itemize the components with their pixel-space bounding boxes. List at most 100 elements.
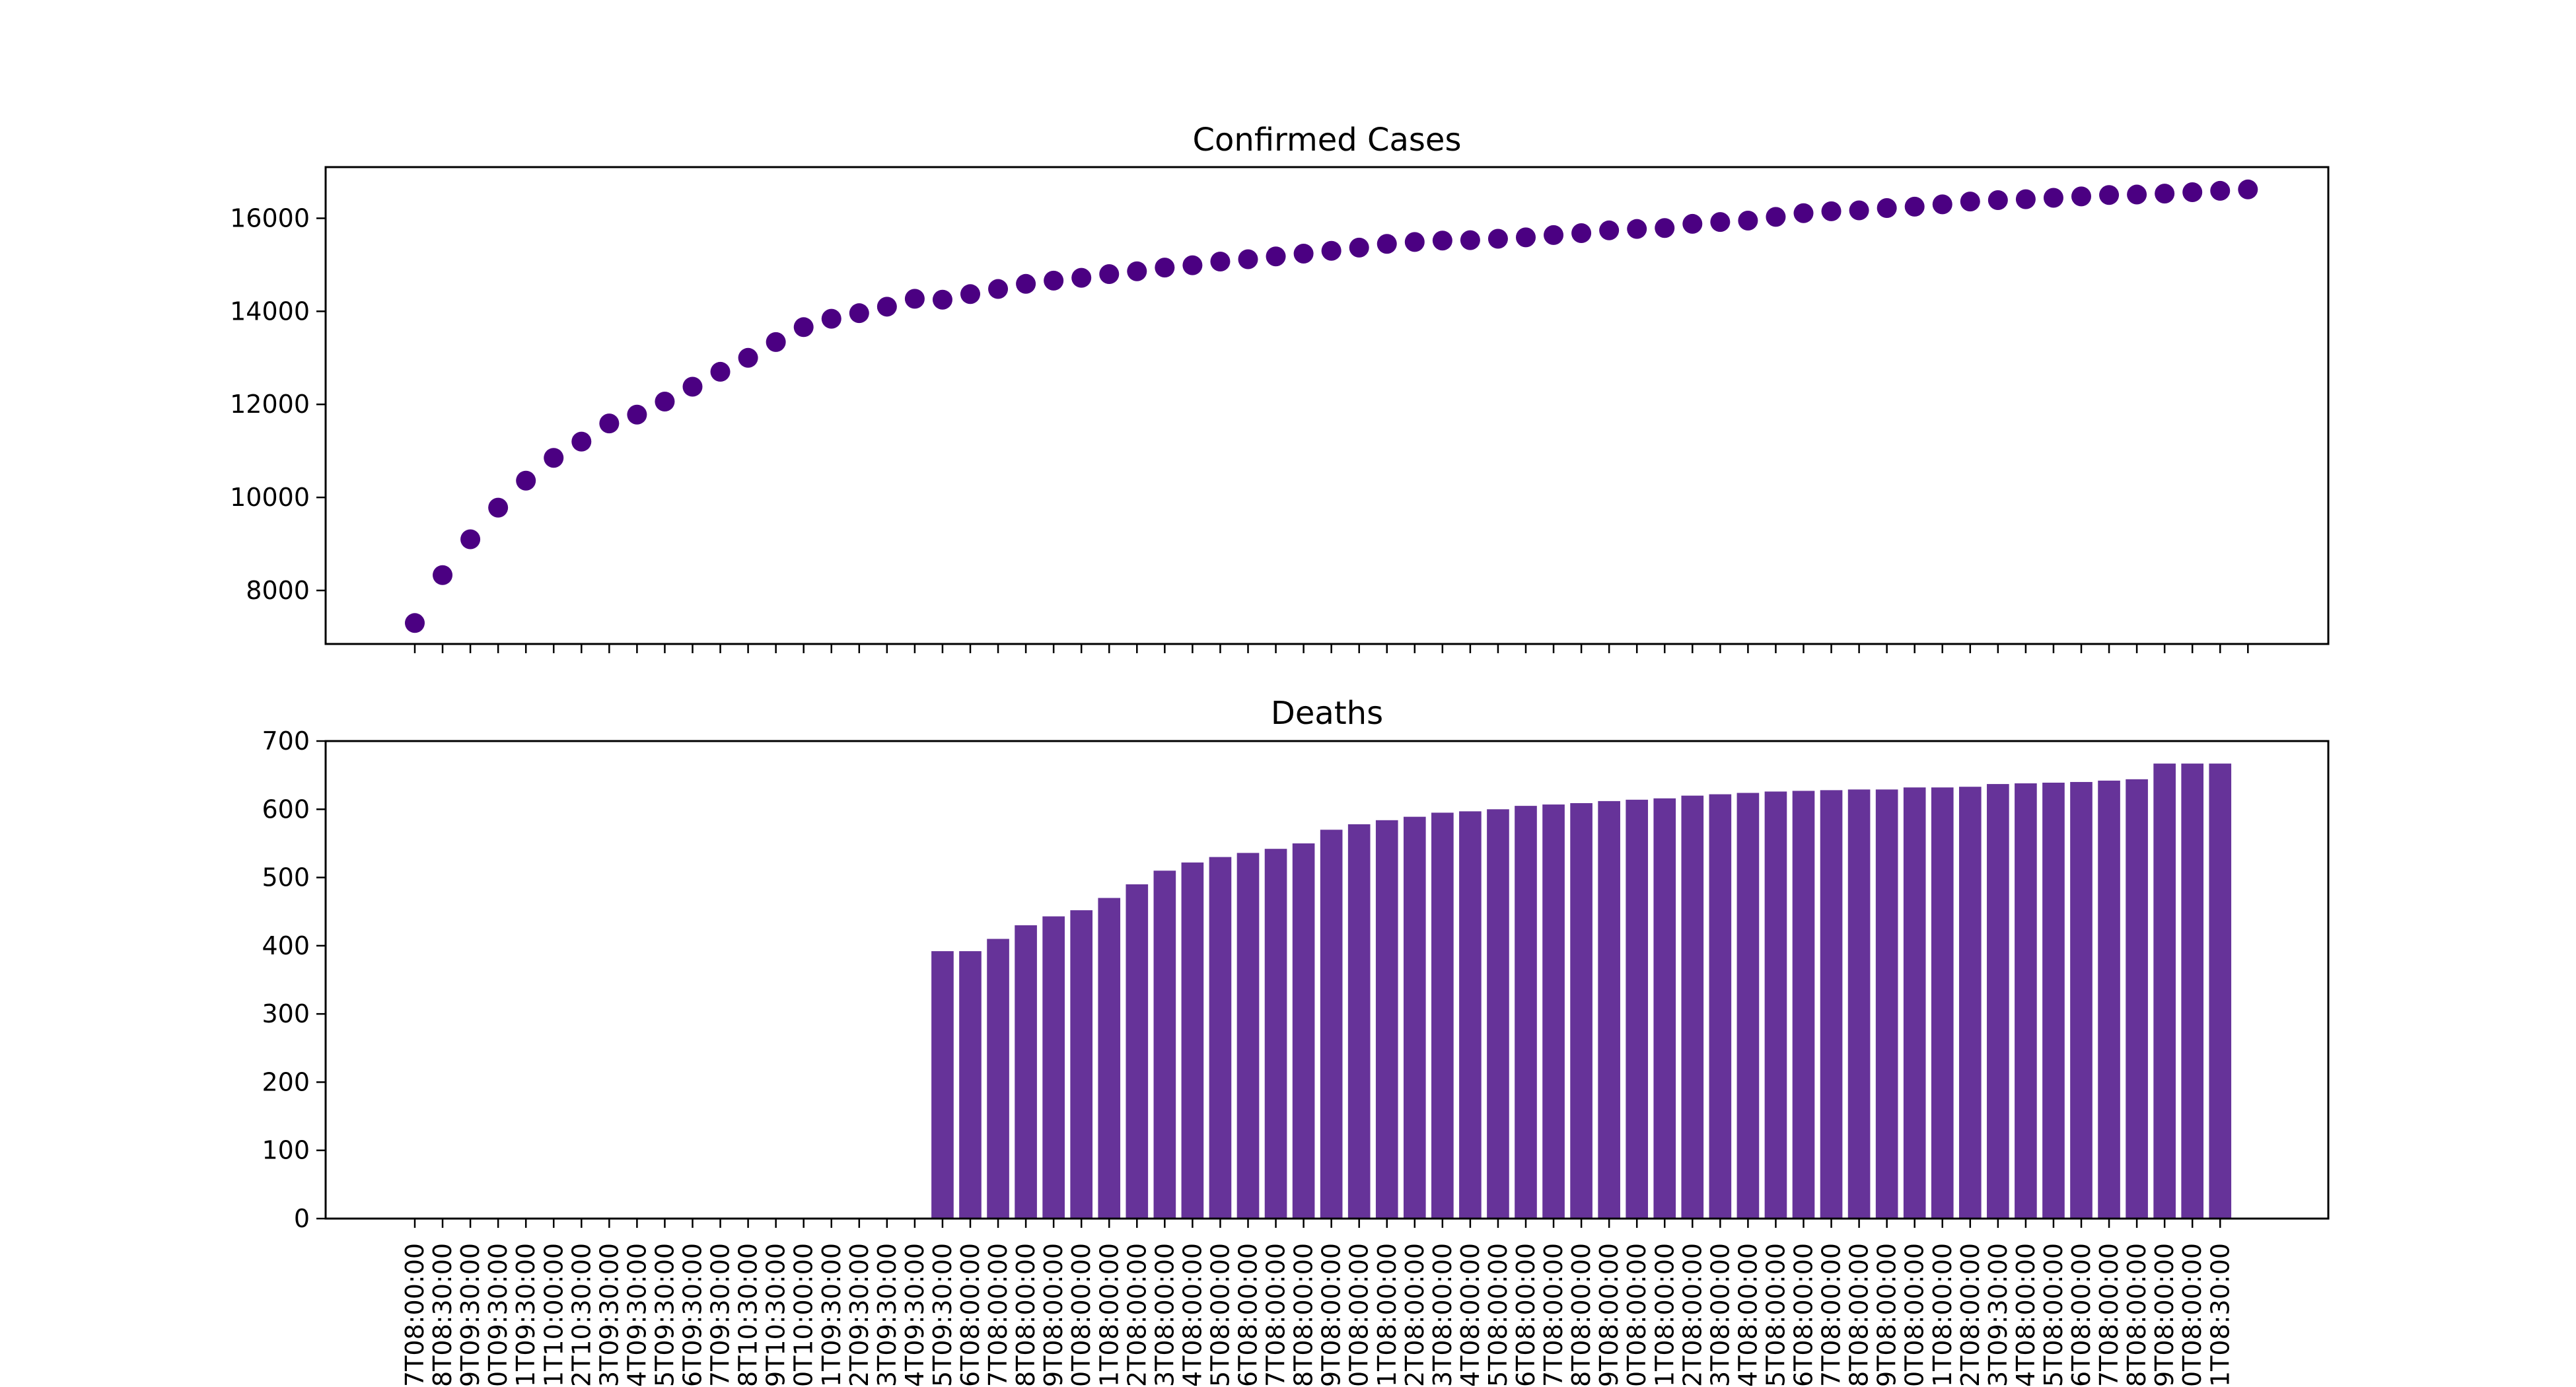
cases-point	[1182, 255, 1203, 275]
deaths-x-tick-label: 5T09:30:00	[928, 1243, 957, 1387]
deaths-x-tick-label: 3T08:00:00	[1150, 1243, 1179, 1387]
cases-point	[1904, 196, 1925, 217]
deaths-x-tick-label: 6T08:00:00	[1511, 1243, 1540, 1387]
deaths-x-tick-label: 6T08:00:00	[2067, 1243, 2096, 1387]
cases-point	[2238, 179, 2258, 199]
deaths-x-tick-label: 8T08:00:00	[1567, 1243, 1596, 1387]
cases-point	[1071, 267, 1092, 288]
cases-point	[1877, 197, 1897, 218]
deaths-bar	[1015, 925, 1037, 1219]
deaths-bar	[1347, 824, 1371, 1219]
cases-point	[988, 279, 1009, 299]
deaths-panel: Deaths 0 100 200 300 400 500 600 700 7T08:00:00…	[262, 695, 2330, 1387]
deaths-x-tick-label: 3T09:30:00	[594, 1243, 624, 1387]
deaths-x-tick-label: 2T10:30:00	[567, 1243, 596, 1387]
deaths-x-tick-label: 0T08:00:00	[1067, 1243, 1096, 1387]
cases-point	[2043, 188, 2063, 208]
cases-point	[960, 284, 980, 304]
deaths-x-tick-label: 8T08:00:00	[2122, 1243, 2151, 1387]
cases-point	[2015, 189, 2036, 209]
deaths-x-tick-label: 1T08:00:00	[1650, 1243, 1679, 1387]
deaths-bar	[1709, 794, 1732, 1219]
cases-point	[1460, 230, 1480, 250]
deaths-x-tick-label: 0T08:00:00	[2178, 1243, 2207, 1387]
deaths-bar	[1153, 871, 1176, 1219]
deaths-x-tick-label: 7T08:00:00	[1262, 1243, 1291, 1387]
deaths-x-tick-label: 9T10:30:00	[762, 1243, 791, 1387]
cases-point	[627, 404, 647, 425]
deaths-bar	[1209, 857, 1232, 1219]
deaths-bar	[1236, 853, 1260, 1219]
cases-point	[849, 303, 869, 324]
cases-point	[488, 497, 509, 518]
deaths-x-tick-label: 9T08:00:00	[1317, 1243, 1346, 1387]
deaths-bar	[1515, 806, 1537, 1219]
deaths-x-tick-label: 1T09:30:00	[817, 1243, 846, 1387]
deaths-x-tick-label: 1T08:00:00	[1928, 1243, 1957, 1387]
deaths-x-axis: 7T08:00:008T08:30:009T09:30:000T09:30:00…	[400, 1219, 2235, 1387]
deaths-bar	[1653, 798, 1676, 1219]
deaths-x-tick-label: 7T08:00:00	[1539, 1243, 1568, 1387]
cases-point	[1321, 240, 1342, 261]
deaths-bar	[1820, 790, 1843, 1219]
deaths-bar	[987, 939, 1009, 1219]
cases-point	[2210, 180, 2231, 201]
deaths-x-tick-label: 4T08:00:00	[1178, 1243, 1207, 1387]
cases-point	[1655, 218, 1675, 238]
cases-point	[904, 289, 925, 309]
deaths-bar	[1542, 804, 1565, 1219]
deaths-x-tick-label: 7T08:00:00	[2094, 1243, 2124, 1387]
deaths-x-tick-label: 5T08:00:00	[1761, 1243, 1790, 1387]
deaths-bar	[1931, 787, 1954, 1219]
cases-point	[599, 413, 620, 434]
deaths-bar	[1487, 809, 1509, 1219]
deaths-bar	[931, 951, 954, 1219]
deaths-x-tick-label: 1T08:00:00	[1373, 1243, 1402, 1387]
cases-point	[821, 308, 841, 329]
cases-plot-frame	[324, 166, 2330, 645]
deaths-x-tick-label: 0T10:00:00	[789, 1243, 818, 1387]
cases-point	[1210, 251, 1231, 271]
deaths-bar	[1431, 812, 1454, 1219]
deaths-x-tick-label: 4T08:00:00	[2011, 1243, 2040, 1387]
deaths-x-tick-label: 8T08:00:00	[1845, 1243, 1874, 1387]
deaths-x-tick-label: 4T08:00:00	[1733, 1243, 1762, 1387]
cases-point	[1932, 194, 1952, 215]
deaths-bar	[1403, 816, 1426, 1219]
deaths-bar	[1598, 800, 1620, 1219]
deaths-bar	[1320, 830, 1343, 1219]
deaths-bar	[1126, 884, 1149, 1219]
cases-point	[1571, 223, 1592, 244]
deaths-x-tick-label: 7T08:00:00	[400, 1243, 429, 1387]
deaths-x-tick-label: 4T09:30:00	[622, 1243, 651, 1387]
deaths-x-tick-label: 3T09:30:00	[1984, 1243, 2013, 1387]
cases-point	[1987, 190, 2008, 211]
cases-y-tick-label: 8000	[246, 576, 310, 605]
cases-point	[2127, 184, 2147, 205]
cases-point	[1349, 237, 1369, 258]
cases-point	[1821, 201, 1842, 221]
deaths-x-tick-label: 2T08:00:00	[1122, 1243, 1151, 1387]
cases-point	[793, 317, 814, 338]
deaths-x-tick-label: 8T08:00:00	[1011, 1243, 1040, 1387]
cases-point	[1960, 192, 1980, 212]
deaths-bar	[1264, 849, 1287, 1219]
deaths-y-tick-label: 700	[262, 727, 310, 756]
deaths-bar	[1681, 795, 1704, 1219]
deaths-y-tick-label: 300	[262, 999, 310, 1028]
cases-point	[1766, 207, 1786, 227]
cases-y-axis: 8000 10000 12000 14000 16000	[230, 203, 326, 605]
deaths-x-tick-label: 6T08:00:00	[1789, 1243, 1818, 1387]
cases-point	[1016, 273, 1036, 294]
cases-point	[1599, 220, 1620, 240]
deaths-x-tick-label: 7T08:00:00	[984, 1243, 1013, 1387]
cases-point	[433, 565, 453, 585]
cases-point	[1793, 203, 1814, 223]
deaths-x-tick-label: 9T08:00:00	[1873, 1243, 1902, 1387]
deaths-bar	[1875, 789, 1898, 1219]
deaths-x-tick-label: 0T08:00:00	[1622, 1243, 1651, 1387]
deaths-x-tick-label: 6T08:00:00	[1234, 1243, 1263, 1387]
deaths-bar	[2181, 764, 2204, 1219]
cases-point	[655, 392, 675, 412]
